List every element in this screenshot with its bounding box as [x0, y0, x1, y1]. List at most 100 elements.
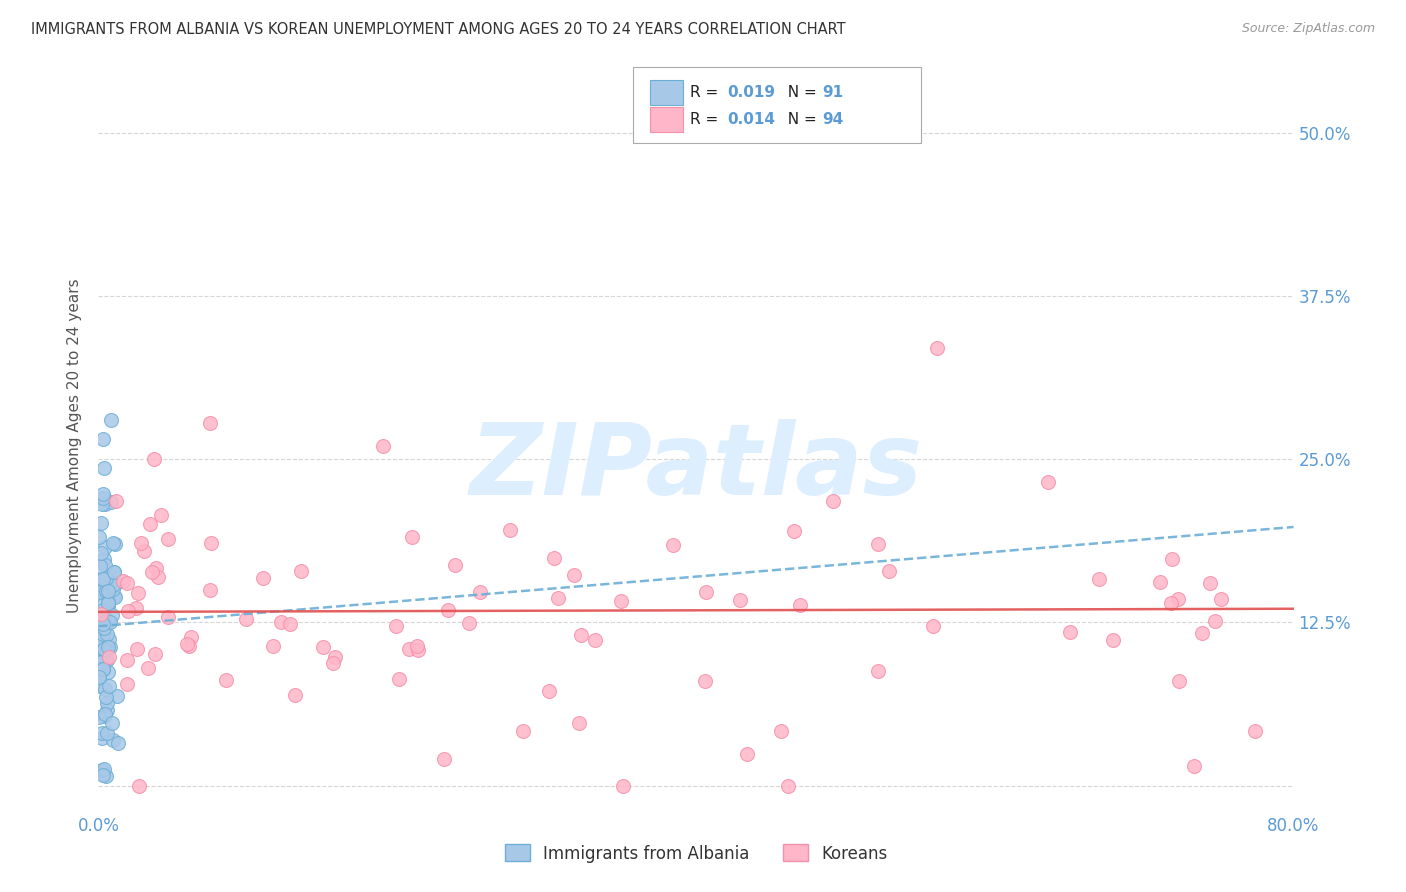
Point	[91, 763, 114, 777]
Point	[728, 592, 751, 607]
Point	[562, 568, 585, 582]
Point	[100, 494, 122, 508]
Point	[101, 715, 124, 730]
Point	[96, 726, 118, 740]
Point	[90, 584, 112, 599]
Point	[180, 630, 202, 644]
Point	[89, 577, 111, 591]
Point	[866, 664, 889, 678]
Point	[91, 577, 114, 591]
Text: 0.019: 0.019	[727, 86, 775, 100]
Point	[93, 461, 115, 475]
Point	[97, 614, 120, 628]
Point	[96, 703, 118, 717]
Point	[90, 655, 112, 669]
Point	[93, 709, 115, 723]
Point	[91, 662, 114, 676]
Point	[90, 731, 112, 745]
Point	[91, 642, 114, 657]
Point	[612, 779, 634, 793]
Point	[1149, 574, 1171, 589]
Point	[90, 634, 112, 648]
Point	[270, 615, 292, 629]
Point	[325, 649, 347, 664]
Point	[97, 640, 120, 654]
Point	[457, 615, 479, 630]
Point	[93, 622, 115, 636]
Point	[235, 612, 257, 626]
Point	[94, 540, 117, 554]
Point	[104, 591, 127, 605]
Point	[97, 596, 120, 610]
Point	[145, 561, 167, 575]
Point	[93, 614, 115, 628]
Point	[94, 497, 117, 511]
Point	[91, 617, 114, 632]
Point	[1160, 596, 1182, 610]
Point	[125, 601, 148, 615]
Point	[91, 662, 114, 676]
Point	[1198, 576, 1220, 591]
Point	[512, 723, 534, 738]
Point	[98, 649, 121, 664]
Point	[610, 594, 633, 608]
Text: R =: R =	[690, 86, 724, 100]
Point	[115, 575, 138, 590]
Point	[821, 493, 844, 508]
Point	[1102, 632, 1125, 647]
Point	[89, 612, 111, 626]
Point	[139, 516, 162, 531]
Point	[128, 779, 150, 793]
Point	[89, 585, 111, 599]
Point	[91, 631, 114, 645]
Text: ZIPatlas: ZIPatlas	[470, 419, 922, 516]
Point	[569, 627, 592, 641]
Point	[312, 640, 335, 654]
Point	[115, 677, 138, 691]
Point	[94, 682, 117, 697]
Point	[398, 641, 420, 656]
Point	[1191, 625, 1213, 640]
Point	[89, 664, 111, 678]
Point	[468, 584, 491, 599]
Text: R =: R =	[690, 112, 724, 127]
Point	[105, 690, 128, 704]
Point	[1243, 723, 1265, 738]
Point	[96, 627, 118, 641]
Point	[200, 535, 222, 549]
Point	[90, 607, 112, 622]
Point	[156, 610, 179, 624]
Point	[215, 673, 238, 687]
Point	[91, 637, 114, 651]
Point	[89, 679, 111, 693]
Point	[91, 603, 114, 617]
Point	[322, 657, 344, 671]
Point	[94, 690, 117, 704]
Point	[117, 653, 139, 667]
Point	[262, 639, 284, 653]
Point	[770, 723, 793, 738]
Point	[93, 642, 115, 657]
Point	[91, 487, 114, 501]
Point	[371, 439, 394, 453]
Point	[127, 586, 149, 600]
Point	[499, 524, 522, 538]
Point	[93, 597, 115, 611]
Point	[146, 570, 169, 584]
Point	[87, 530, 110, 544]
Point	[91, 646, 114, 660]
Point	[94, 584, 117, 599]
Point	[284, 689, 307, 703]
Point	[433, 752, 456, 766]
Point	[1059, 624, 1081, 639]
Point	[866, 537, 889, 551]
Point	[100, 607, 122, 622]
Point	[568, 716, 591, 731]
Point	[97, 679, 120, 693]
Point	[101, 733, 124, 747]
Point	[1204, 615, 1226, 629]
Point	[93, 552, 115, 566]
Point	[1168, 674, 1191, 689]
Point	[94, 643, 117, 657]
Point	[145, 647, 167, 661]
